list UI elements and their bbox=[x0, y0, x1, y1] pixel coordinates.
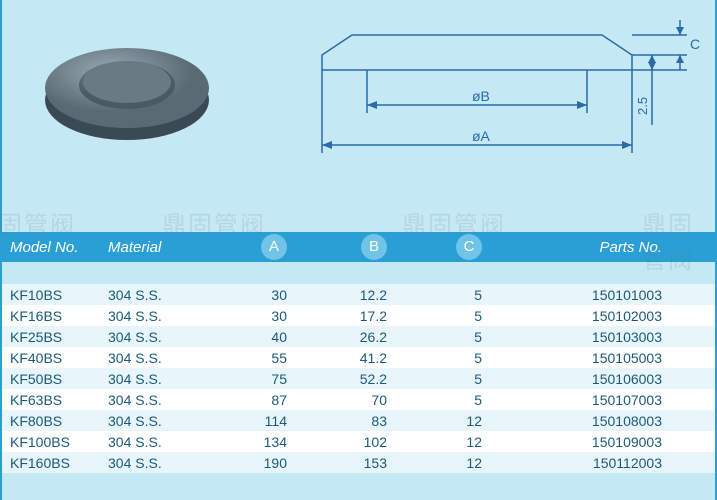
watermark: 鼎固管阀 bbox=[402, 205, 506, 240]
cell-c: 12 bbox=[407, 434, 502, 450]
cell-material: 304 S.S. bbox=[102, 371, 217, 387]
cell-c: 5 bbox=[407, 308, 502, 324]
diagram-area: øB øA C 2.5 鼎固管阀 鼎固管阀 鼎固管阀 鼎固管阀 bbox=[2, 0, 715, 232]
table-row: KF100BS304 S.S.13410212150109003 bbox=[2, 431, 715, 452]
cell-parts: 150102003 bbox=[502, 308, 682, 324]
dim-a-label: øA bbox=[472, 128, 491, 144]
cell-parts: 150107003 bbox=[502, 392, 682, 408]
cell-c: 12 bbox=[407, 455, 502, 471]
cell-parts: 150108003 bbox=[502, 413, 682, 429]
cell-b: 70 bbox=[307, 392, 407, 408]
cell-parts: 150112003 bbox=[502, 455, 682, 471]
table-header: Model No. Material A B C Parts No. bbox=[2, 232, 715, 262]
cell-a: 75 bbox=[217, 371, 307, 387]
watermark: 鼎固管阀 bbox=[642, 205, 715, 275]
cell-model: KF100BS bbox=[2, 434, 102, 450]
cell-a: 190 bbox=[217, 455, 307, 471]
cell-model: KF40BS bbox=[2, 350, 102, 366]
dim-c-label: C bbox=[690, 36, 700, 52]
disc-3d-icon bbox=[37, 30, 217, 150]
cell-b: 41.2 bbox=[307, 350, 407, 366]
cell-a: 30 bbox=[217, 308, 307, 324]
cell-c: 5 bbox=[407, 350, 502, 366]
cell-model: KF16BS bbox=[2, 308, 102, 324]
cell-model: KF160BS bbox=[2, 455, 102, 471]
table-row: KF10BS304 S.S.3012.25150101003 bbox=[2, 284, 715, 305]
table-row: KF160BS304 S.S.19015312150112003 bbox=[2, 452, 715, 473]
cell-material: 304 S.S. bbox=[102, 413, 217, 429]
cell-material: 304 S.S. bbox=[102, 350, 217, 366]
cell-model: KF80BS bbox=[2, 413, 102, 429]
cell-c: 12 bbox=[407, 413, 502, 429]
cell-c: 5 bbox=[407, 392, 502, 408]
dim-b-label: øB bbox=[472, 88, 490, 104]
table-row: KF16BS304 S.S.3017.25150102003 bbox=[2, 305, 715, 326]
cell-parts: 150103003 bbox=[502, 329, 682, 345]
cell-c: 5 bbox=[407, 287, 502, 303]
table-row: KF80BS304 S.S.1148312150108003 bbox=[2, 410, 715, 431]
cell-a: 40 bbox=[217, 329, 307, 345]
cell-b: 153 bbox=[307, 455, 407, 471]
header-model: Model No. bbox=[2, 239, 102, 256]
cell-b: 26.2 bbox=[307, 329, 407, 345]
table-row: KF63BS304 S.S.87705150107003 bbox=[2, 389, 715, 410]
watermark: 鼎固管阀 bbox=[162, 205, 266, 240]
cell-a: 87 bbox=[217, 392, 307, 408]
cell-parts: 150105003 bbox=[502, 350, 682, 366]
cell-material: 304 S.S. bbox=[102, 455, 217, 471]
cell-material: 304 S.S. bbox=[102, 287, 217, 303]
watermark: 鼎固管阀 bbox=[0, 205, 76, 240]
cell-model: KF50BS bbox=[2, 371, 102, 387]
table-body: KF10BS304 S.S.3012.25150101003KF16BS304 … bbox=[2, 284, 715, 473]
cell-b: 102 bbox=[307, 434, 407, 450]
cell-parts: 150109003 bbox=[502, 434, 682, 450]
cell-model: KF10BS bbox=[2, 287, 102, 303]
tech-drawing-icon: øB øA C 2.5 bbox=[312, 15, 707, 185]
cell-a: 55 bbox=[217, 350, 307, 366]
header-material: Material bbox=[102, 239, 217, 256]
table-row: KF25BS304 S.S.4026.25150103003 bbox=[2, 326, 715, 347]
cell-a: 30 bbox=[217, 287, 307, 303]
cell-b: 52.2 bbox=[307, 371, 407, 387]
header-b: B bbox=[307, 234, 407, 260]
cell-a: 134 bbox=[217, 434, 307, 450]
spacer bbox=[2, 262, 715, 284]
dim-offset-label: 2.5 bbox=[635, 97, 650, 115]
cell-model: KF63BS bbox=[2, 392, 102, 408]
cell-material: 304 S.S. bbox=[102, 329, 217, 345]
cell-parts: 150106003 bbox=[502, 371, 682, 387]
cell-c: 5 bbox=[407, 371, 502, 387]
table-row: KF40BS304 S.S.5541.25150105003 bbox=[2, 347, 715, 368]
cell-material: 304 S.S. bbox=[102, 308, 217, 324]
cell-b: 17.2 bbox=[307, 308, 407, 324]
cell-model: KF25BS bbox=[2, 329, 102, 345]
cell-a: 114 bbox=[217, 413, 307, 429]
cell-c: 5 bbox=[407, 329, 502, 345]
table-row: KF50BS304 S.S.7552.25150106003 bbox=[2, 368, 715, 389]
cell-material: 304 S.S. bbox=[102, 392, 217, 408]
cell-material: 304 S.S. bbox=[102, 434, 217, 450]
cell-b: 83 bbox=[307, 413, 407, 429]
cell-parts: 150101003 bbox=[502, 287, 682, 303]
cell-b: 12.2 bbox=[307, 287, 407, 303]
